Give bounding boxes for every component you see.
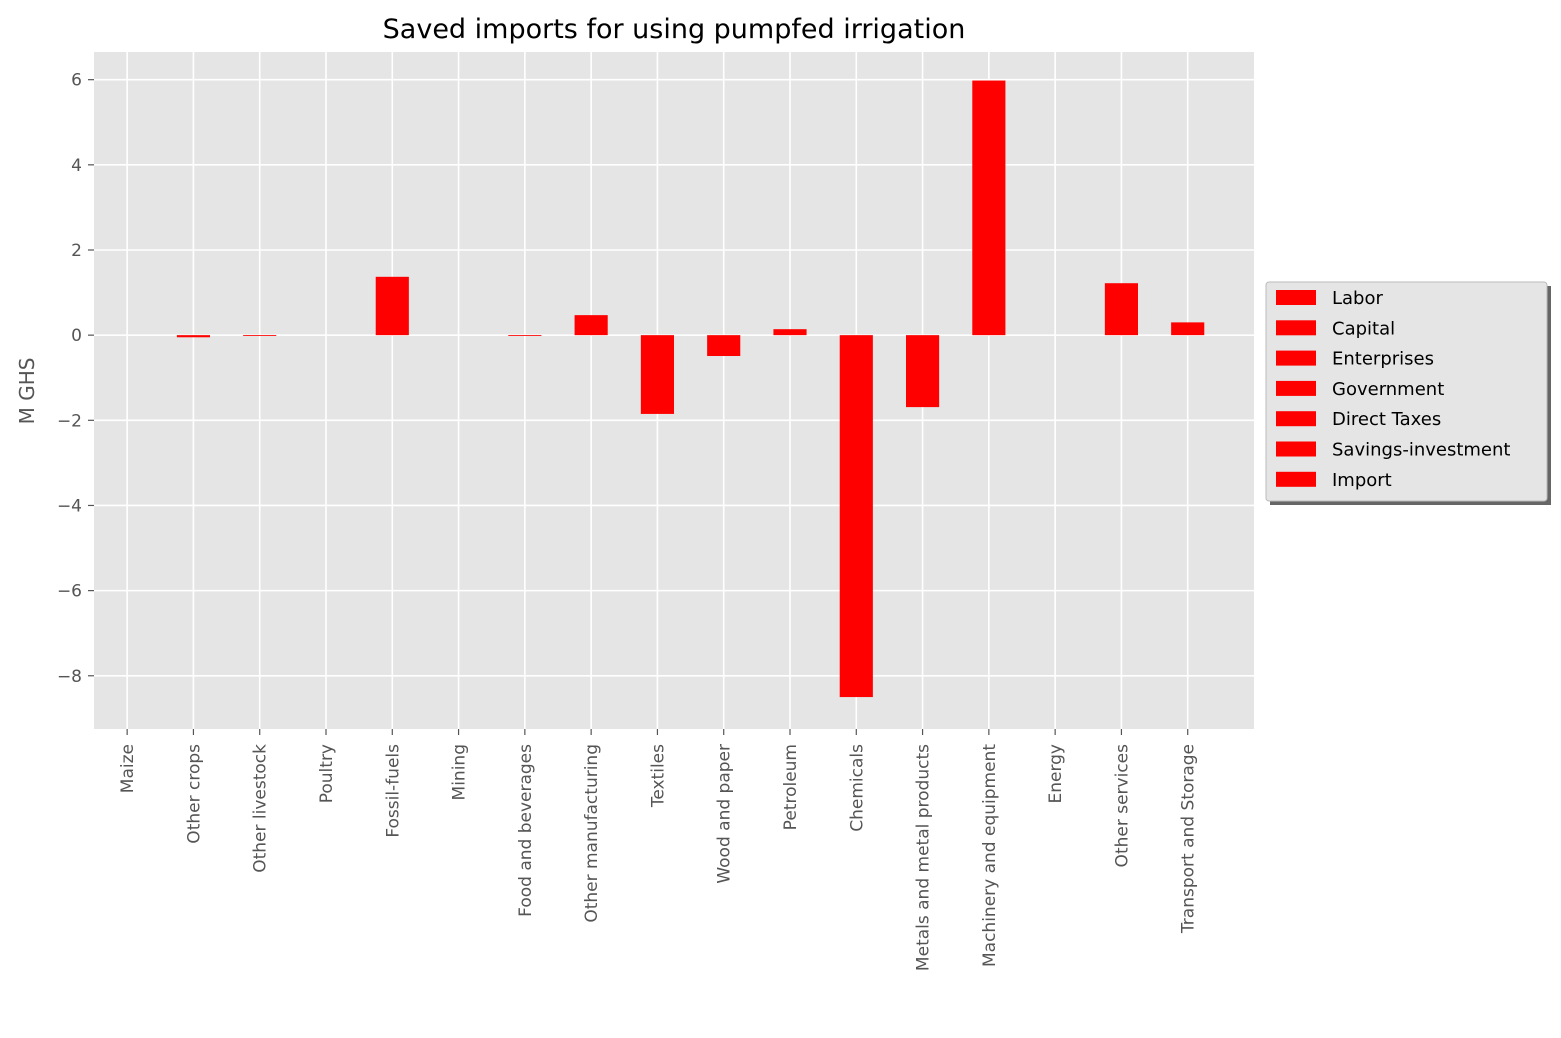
legend-swatch [1276, 380, 1316, 396]
bar [972, 80, 1006, 336]
bars [110, 80, 1205, 698]
x-tick-label: Energy [1046, 744, 1066, 804]
legend-label: Direct Taxes [1332, 409, 1441, 430]
bar [243, 335, 277, 336]
y-tick-label: −8 [57, 667, 82, 687]
x-tick-label: Transport and Storage [1179, 744, 1199, 934]
legend: Labor Capital Enterprises Government Direct … [1265, 281, 1551, 505]
y-tick-label: 0 [71, 326, 82, 346]
bar [508, 335, 542, 336]
x-axis-ticks: Maize Other crops Other livestock Poultry Fo… [118, 729, 1199, 971]
bar [176, 335, 210, 338]
chart-title: Saved imports for using pumpfed irrigati… [383, 14, 966, 45]
legend-label: Enterprises [1332, 349, 1434, 370]
legend-swatch [1276, 411, 1316, 427]
y-tick-label: 6 [71, 71, 82, 91]
x-tick-label: Maize [118, 744, 138, 793]
x-tick-label: Other services [1112, 744, 1132, 868]
x-tick-label: Chemicals [847, 744, 867, 832]
bar [773, 329, 807, 336]
bar [574, 315, 608, 336]
gridlines [94, 52, 1254, 729]
bar [640, 335, 674, 414]
bar [1171, 322, 1205, 336]
x-tick-label: Poultry [317, 744, 337, 803]
legend-swatch [1276, 290, 1316, 305]
bar [839, 335, 873, 698]
x-tick-label: Fossil-fuels [383, 744, 403, 838]
x-tick-label: Petroleum [781, 744, 801, 830]
y-tick-label: −6 [57, 582, 82, 602]
bar [707, 335, 741, 357]
legend-label: Government [1332, 379, 1444, 400]
y-tick-label: 4 [71, 156, 82, 176]
legend-swatch [1276, 320, 1316, 336]
y-tick-label: −4 [57, 496, 82, 516]
x-tick-label: Machinery and equipment [980, 744, 1000, 967]
legend-swatch [1276, 471, 1316, 487]
legend-swatch [1276, 350, 1316, 366]
legend-label: Import [1332, 470, 1392, 491]
y-tick-label: −2 [57, 411, 82, 431]
legend-label: Capital [1332, 318, 1395, 339]
x-tick-label: Metals and metal products [914, 744, 934, 971]
x-tick-label: Other crops [184, 744, 204, 844]
bar [906, 335, 940, 408]
bar [1104, 283, 1138, 336]
legend-label: Savings-investment [1332, 440, 1510, 461]
y-tick-label: 2 [71, 241, 82, 261]
x-tick-label: Textiles [648, 744, 668, 808]
x-tick-label: Other manufacturing [582, 744, 602, 923]
y-axis-label: M GHS [15, 358, 39, 425]
x-tick-label: Mining [450, 744, 470, 800]
legend-box [1265, 281, 1548, 502]
x-tick-label: Food and beverages [516, 744, 536, 917]
bar [375, 276, 409, 336]
legend-items: Labor Capital Enterprises Government Direct … [1276, 288, 1510, 491]
legend-label: Labor [1332, 288, 1383, 309]
legend-swatch [1276, 441, 1316, 457]
x-tick-label: Other livestock [251, 744, 271, 873]
x-tick-label: Wood and paper [715, 744, 735, 884]
y-axis-ticks: 6 4 2 0 −2 −4 −6 −8 [57, 71, 94, 687]
